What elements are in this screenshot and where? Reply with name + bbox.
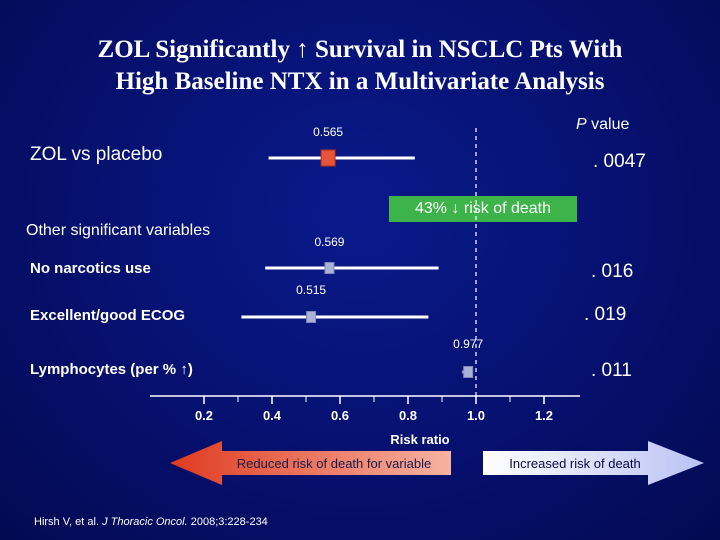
p-value-header: P value — [576, 116, 629, 134]
citation-journal: J Thoracic Oncol. — [102, 516, 188, 528]
reduced-risk-arrow — [170, 441, 451, 485]
hr-value-label: 0.565 — [313, 125, 343, 139]
x-tick-label: 0.4 — [263, 408, 282, 423]
citation-authors: Hirsh V, et al. — [34, 516, 103, 528]
p-value-no-narcotics: . 016 — [591, 261, 634, 282]
p-value-header-italic: P — [576, 116, 587, 133]
comparison-label: ZOL vs placebo — [30, 144, 163, 165]
p-value-ecog: . 019 — [584, 304, 627, 325]
p-value-lymphocytes: . 011 — [591, 360, 632, 381]
increased-risk-arrow — [483, 441, 704, 485]
other-variables-label: Other significant variables — [26, 222, 211, 239]
hr-marker — [324, 262, 335, 274]
title-line-1: ZOL Significantly ↑ Survival in NSCLC Pt… — [97, 36, 623, 63]
x-tick-label: 0.6 — [331, 408, 349, 423]
p-value-zol: . 0047 — [593, 151, 646, 172]
row-label-lymphocytes: Lymphocytes (per % ↑) — [30, 361, 193, 378]
title-line-2: High Baseline NTX in a Multivariate Anal… — [115, 68, 605, 95]
row-label-no-narcotics: No narcotics use — [30, 260, 151, 277]
hr-marker — [463, 366, 474, 378]
x-tick-label: 1.2 — [535, 408, 553, 423]
x-tick-label: 0.8 — [399, 408, 417, 423]
hr-value-label: 0.569 — [314, 235, 344, 249]
x-axis-label: Risk ratio — [390, 432, 449, 447]
x-tick-label: 1.0 — [467, 408, 485, 423]
risk-callout: 43% ↓ risk of death — [389, 196, 577, 222]
citation-rest: 2008;3:228-234 — [187, 516, 268, 528]
citation: Hirsh V, et al. J Thoracic Oncol. 2008;3… — [34, 516, 268, 528]
row-label-ecog: Excellent/good ECOG — [30, 307, 186, 324]
hr-value-label: 0.977 — [453, 337, 483, 351]
reduced-risk-label: Reduced risk of death for variable — [237, 456, 431, 471]
increased-risk-label: Increased risk of death — [509, 456, 641, 471]
hr-marker — [306, 311, 317, 323]
x-tick-label: 0.2 — [195, 408, 213, 423]
plot-layer: 0.2 0.4 0.6 0.8 1.0 1.2 Risk ratio 0.565 0.569 0.… — [150, 125, 580, 447]
hr-value-label: 0.515 — [296, 283, 326, 297]
p-value-header-rest: value — [586, 116, 630, 133]
hr-marker — [320, 149, 336, 167]
chart-title: ZOL Significantly ↑ Survival in NSCLC Pt… — [0, 34, 720, 98]
